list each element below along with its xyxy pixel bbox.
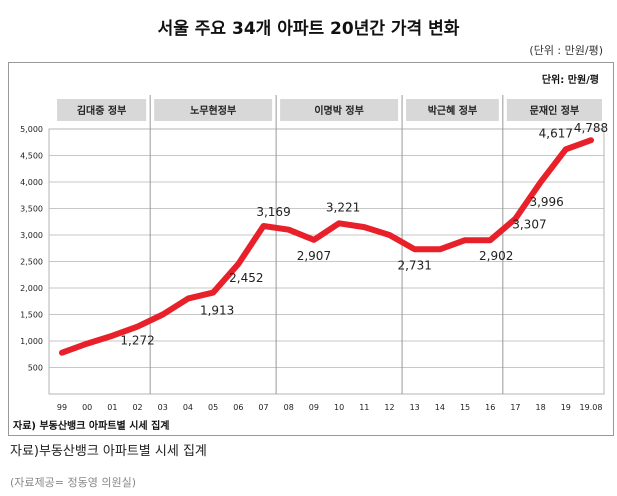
data-point bbox=[236, 262, 240, 266]
x-tick-label: 15 bbox=[460, 403, 470, 412]
x-tick-label: 02 bbox=[132, 403, 142, 412]
price-line-chart: 단위: 만원/평 김대중 정부 노무현정부 이명박 정부 박근혜 정부 문재인 정부 5… bbox=[13, 73, 608, 432]
x-tick-label: 04 bbox=[183, 403, 193, 412]
x-tick-label: 16 bbox=[485, 403, 495, 412]
source-label-inner: 자료) 부동산뱅크 아파트별 시세 집계 bbox=[13, 419, 170, 432]
period-band bbox=[406, 99, 499, 121]
data-point bbox=[463, 238, 467, 242]
x-tick-label: 11 bbox=[359, 403, 369, 412]
y-tick-label: 3,000 bbox=[20, 231, 43, 240]
data-point bbox=[513, 217, 517, 221]
data-point bbox=[287, 228, 291, 232]
period-band bbox=[154, 99, 273, 121]
x-tick-label: 08 bbox=[284, 403, 294, 412]
data-point bbox=[564, 147, 568, 151]
page-title: 서울 주요 34개 아파트 20년간 가격 변화 bbox=[157, 19, 460, 39]
source-caption: 자료)부동산뱅크 아파트별 시세 집계 bbox=[10, 444, 207, 459]
y-tick-label: 4,500 bbox=[20, 152, 43, 161]
y-tick-label: 4,000 bbox=[20, 178, 43, 187]
data-label: 2,902 bbox=[479, 249, 513, 263]
data-point bbox=[60, 351, 64, 355]
data-point bbox=[337, 221, 341, 225]
data-point bbox=[136, 325, 140, 329]
data-label: 2,452 bbox=[229, 271, 263, 285]
x-tick-label: 14 bbox=[435, 403, 445, 412]
period-label: 노무현정부 bbox=[190, 104, 236, 117]
data-label: 2,907 bbox=[297, 249, 331, 263]
unit-label-inner: 단위: 만원/평 bbox=[542, 73, 599, 86]
x-tick-label: 13 bbox=[410, 403, 420, 412]
y-tick-label: 5,000 bbox=[20, 125, 43, 134]
period-band bbox=[57, 99, 147, 121]
data-point bbox=[312, 238, 316, 242]
x-tick-label: 12 bbox=[384, 403, 394, 412]
data-label: 3,169 bbox=[256, 205, 290, 219]
period-label: 이명박 정부 bbox=[314, 104, 363, 117]
x-tick-label: 19.08 bbox=[580, 403, 603, 412]
x-tick-label: 10 bbox=[334, 403, 344, 412]
data-point bbox=[539, 180, 543, 184]
x-tick-label: 99 bbox=[57, 403, 67, 412]
period-label: 문재인 정부 bbox=[530, 104, 579, 117]
credit-caption: (자료제공= 정동영 의원실) bbox=[10, 476, 136, 489]
period-band bbox=[506, 99, 602, 121]
data-label: 1,272 bbox=[120, 334, 154, 348]
y-tick-label: 1,000 bbox=[20, 337, 43, 346]
x-tick-label: 18 bbox=[536, 403, 546, 412]
price-series-line bbox=[59, 137, 594, 356]
data-label: 3,307 bbox=[512, 218, 546, 232]
period-label: 박근혜 정부 bbox=[428, 104, 477, 117]
data-label: 4,617 bbox=[539, 126, 573, 140]
period-band bbox=[280, 99, 399, 121]
y-tick-label: 3,500 bbox=[20, 205, 43, 214]
data-point bbox=[387, 233, 391, 237]
data-point bbox=[413, 247, 417, 251]
x-tick-label: 00 bbox=[82, 403, 92, 412]
data-label: 3,221 bbox=[326, 200, 360, 214]
x-tick-label: 19 bbox=[561, 403, 571, 412]
period-label: 김대중 정부 bbox=[77, 104, 126, 117]
data-point bbox=[488, 238, 492, 242]
x-tick-label: 17 bbox=[510, 403, 520, 412]
x-tick-label: 03 bbox=[158, 403, 168, 412]
data-label: 4,788 bbox=[574, 121, 608, 135]
y-tick-label: 2,500 bbox=[20, 258, 43, 267]
unit-label-outer: (단위 : 만원/평) bbox=[529, 44, 603, 57]
x-tick-label: 01 bbox=[107, 403, 117, 412]
data-point bbox=[186, 297, 190, 301]
x-tick-label: 06 bbox=[233, 403, 243, 412]
data-point bbox=[110, 334, 114, 338]
data-label: 3,996 bbox=[529, 195, 563, 209]
data-point bbox=[85, 342, 89, 346]
data-label: 1,913 bbox=[200, 304, 234, 318]
x-tick-label: 07 bbox=[258, 403, 268, 412]
data-point bbox=[362, 225, 366, 229]
x-tick-label: 05 bbox=[208, 403, 218, 412]
data-point bbox=[262, 224, 266, 228]
chart-frame: 단위: 만원/평 김대중 정부 노무현정부 이명박 정부 박근혜 정부 문재인 정부 5… bbox=[8, 62, 614, 436]
data-point bbox=[161, 313, 165, 316]
y-tick-label: 1,500 bbox=[20, 311, 43, 320]
y-tick-label: 500 bbox=[28, 364, 43, 373]
data-point bbox=[211, 291, 215, 295]
x-tick-label: 09 bbox=[309, 403, 319, 412]
data-point bbox=[438, 247, 442, 251]
data-label: 2,731 bbox=[397, 258, 431, 272]
y-tick-label: 2,000 bbox=[20, 284, 43, 293]
data-point bbox=[589, 138, 593, 142]
